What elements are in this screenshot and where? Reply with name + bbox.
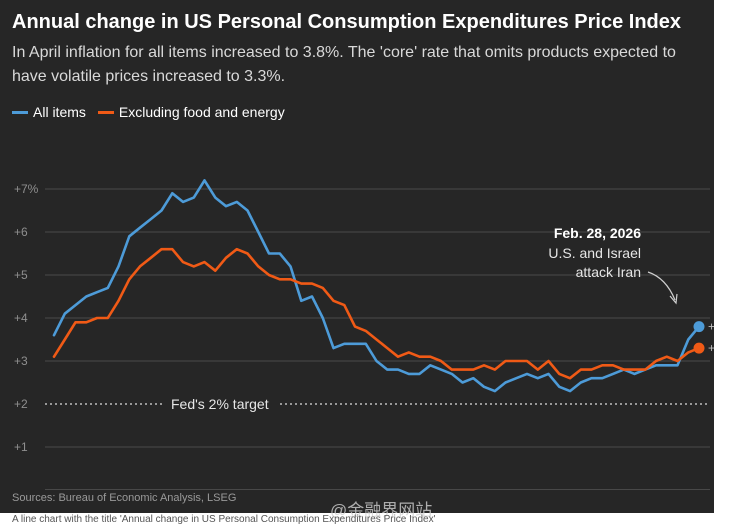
series-end-label-core: +3.3% (708, 341, 714, 355)
series-end-label-all-items: +3.8% (708, 320, 714, 334)
legend: All items Excluding food and energy (12, 104, 297, 120)
y-tick-label: +6 (14, 225, 28, 239)
legend-item-all-items: All items (12, 104, 86, 120)
fed-target-label: Fed's 2% target (171, 396, 269, 412)
annotation-date: Feb. 28, 2026 (554, 225, 641, 241)
series-end-point-core (693, 342, 705, 354)
watermark: @金融界网站 (330, 501, 433, 520)
source-note: Sources: Bureau of Economic Analysis, LS… (12, 492, 237, 504)
y-tick-label: +5 (14, 268, 28, 282)
legend-item-core: Excluding food and energy (97, 104, 285, 120)
y-tick-label: +7% (14, 182, 39, 196)
series-line-all-items (52, 179, 701, 393)
annotation-line2: attack Iran (576, 264, 641, 280)
legend-swatch-all-items (12, 110, 28, 114)
y-tick-label: +1 (14, 440, 28, 454)
legend-swatch-core (97, 110, 114, 114)
image-caption: A line chart with the title 'Annual chan… (12, 514, 436, 525)
annotation-arrow (647, 271, 676, 301)
annotation-line1: U.S. and Israel (548, 245, 641, 261)
y-tick-label: +2 (14, 397, 28, 411)
annotation-arrowhead (669, 293, 678, 305)
series-line-core (52, 247, 701, 380)
line-chart: +1+2+3+4+5+6+7%20222023202420252026Fed's… (14, 179, 714, 490)
y-tick-label: +3 (14, 354, 28, 368)
chart-subtitle: In April inflation for all items increas… (12, 44, 676, 85)
series-end-point-all-items (693, 321, 705, 333)
legend-label-core: Excluding food and energy (118, 104, 285, 120)
chart-title: Annual change in US Personal Consumption… (12, 11, 682, 33)
chart-panel (0, 0, 714, 513)
legend-label-all-items: All items (33, 104, 86, 120)
y-tick-label: +4 (14, 311, 28, 325)
